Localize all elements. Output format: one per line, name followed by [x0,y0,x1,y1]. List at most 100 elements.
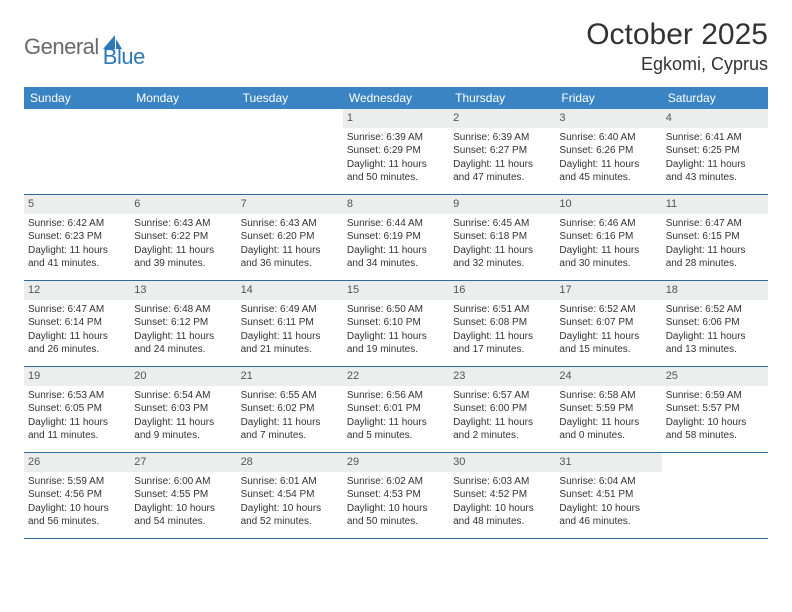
sunrise-text: Sunrise: 6:52 AM [666,303,764,317]
brand-logo: General Blue [24,24,145,70]
calendar-day: 24Sunrise: 6:58 AMSunset: 5:59 PMDayligh… [555,367,661,452]
daylight-text: Daylight: 11 hours and 41 minutes. [28,244,126,271]
day-number: 24 [555,367,661,386]
daylight-text: Daylight: 11 hours and 17 minutes. [453,330,551,357]
weekday-label: Sunday [24,91,130,105]
sunset-text: Sunset: 6:12 PM [134,316,232,330]
sunset-text: Sunset: 6:26 PM [559,144,657,158]
calendar-day: 1Sunrise: 6:39 AMSunset: 6:29 PMDaylight… [343,109,449,194]
calendar-body: 1Sunrise: 6:39 AMSunset: 6:29 PMDaylight… [24,109,768,539]
sunrise-text: Sunrise: 6:58 AM [559,389,657,403]
day-number: 11 [662,195,768,214]
sunset-text: Sunset: 6:00 PM [453,402,551,416]
sunrise-text: Sunrise: 6:00 AM [134,475,232,489]
sunset-text: Sunset: 6:01 PM [347,402,445,416]
weekday-label: Thursday [449,91,555,105]
sunset-text: Sunset: 6:27 PM [453,144,551,158]
sunset-text: Sunset: 6:23 PM [28,230,126,244]
sunset-text: Sunset: 6:03 PM [134,402,232,416]
daylight-text: Daylight: 11 hours and 7 minutes. [241,416,339,443]
sunrise-text: Sunrise: 6:51 AM [453,303,551,317]
daylight-text: Daylight: 11 hours and 32 minutes. [453,244,551,271]
sunrise-text: Sunrise: 6:43 AM [134,217,232,231]
calendar-day: 29Sunrise: 6:02 AMSunset: 4:53 PMDayligh… [343,453,449,538]
sunrise-text: Sunrise: 6:41 AM [666,131,764,145]
daylight-text: Daylight: 11 hours and 39 minutes. [134,244,232,271]
weekday-label: Friday [555,91,661,105]
sunrise-text: Sunrise: 6:48 AM [134,303,232,317]
day-number: 23 [449,367,555,386]
calendar-week: 1Sunrise: 6:39 AMSunset: 6:29 PMDaylight… [24,109,768,195]
day-number: 22 [343,367,449,386]
day-number: 6 [130,195,236,214]
day-number: 14 [237,281,343,300]
location: Egkomi, Cyprus [586,54,768,75]
sunrise-text: Sunrise: 6:01 AM [241,475,339,489]
daylight-text: Daylight: 11 hours and 21 minutes. [241,330,339,357]
sunrise-text: Sunrise: 6:04 AM [559,475,657,489]
sunset-text: Sunset: 6:07 PM [559,316,657,330]
calendar-day: 11Sunrise: 6:47 AMSunset: 6:15 PMDayligh… [662,195,768,280]
daylight-text: Daylight: 11 hours and 9 minutes. [134,416,232,443]
daylight-text: Daylight: 11 hours and 36 minutes. [241,244,339,271]
daylight-text: Daylight: 11 hours and 24 minutes. [134,330,232,357]
calendar-week: 12Sunrise: 6:47 AMSunset: 6:14 PMDayligh… [24,281,768,367]
calendar-day: 23Sunrise: 6:57 AMSunset: 6:00 PMDayligh… [449,367,555,452]
calendar-day: 28Sunrise: 6:01 AMSunset: 4:54 PMDayligh… [237,453,343,538]
daylight-text: Daylight: 11 hours and 13 minutes. [666,330,764,357]
sunset-text: Sunset: 5:59 PM [559,402,657,416]
daylight-text: Daylight: 10 hours and 50 minutes. [347,502,445,529]
day-number: 26 [24,453,130,472]
calendar-day: 7Sunrise: 6:43 AMSunset: 6:20 PMDaylight… [237,195,343,280]
sunrise-text: Sunrise: 6:44 AM [347,217,445,231]
sunset-text: Sunset: 6:20 PM [241,230,339,244]
day-number: 15 [343,281,449,300]
sunset-text: Sunset: 6:22 PM [134,230,232,244]
daylight-text: Daylight: 11 hours and 43 minutes. [666,158,764,185]
calendar-day: 16Sunrise: 6:51 AMSunset: 6:08 PMDayligh… [449,281,555,366]
sunrise-text: Sunrise: 6:45 AM [453,217,551,231]
weekday-label: Saturday [662,91,768,105]
sunset-text: Sunset: 4:54 PM [241,488,339,502]
calendar-day: 6 Sunrise: 6:43 AMSunset: 6:22 PMDaylight… [130,195,236,280]
calendar-day: 17Sunrise: 6:52 AMSunset: 6:07 PMDayligh… [555,281,661,366]
sunset-text: Sunset: 6:15 PM [666,230,764,244]
sunrise-text: Sunrise: 6:54 AM [134,389,232,403]
day-number: 28 [237,453,343,472]
daylight-text: Daylight: 10 hours and 58 minutes. [666,416,764,443]
day-number: 5 [24,195,130,214]
sunrise-text: Sunrise: 6:39 AM [453,131,551,145]
sunrise-text: Sunrise: 6:47 AM [666,217,764,231]
daylight-text: Daylight: 11 hours and 19 minutes. [347,330,445,357]
sunrise-text: Sunrise: 6:59 AM [666,389,764,403]
sunrise-text: Sunrise: 6:50 AM [347,303,445,317]
daylight-text: Daylight: 10 hours and 54 minutes. [134,502,232,529]
calendar-day: 30Sunrise: 6:03 AMSunset: 4:52 PMDayligh… [449,453,555,538]
day-number: 10 [555,195,661,214]
day-number: 7 [237,195,343,214]
calendar-week: 5Sunrise: 6:42 AMSunset: 6:23 PMDaylight… [24,195,768,281]
sunrise-text: Sunrise: 6:47 AM [28,303,126,317]
sunrise-text: Sunrise: 6:03 AM [453,475,551,489]
sunset-text: Sunset: 6:06 PM [666,316,764,330]
day-number: 20 [130,367,236,386]
daylight-text: Daylight: 11 hours and 15 minutes. [559,330,657,357]
daylight-text: Daylight: 11 hours and 45 minutes. [559,158,657,185]
sunrise-text: Sunrise: 6:53 AM [28,389,126,403]
day-number: 12 [24,281,130,300]
calendar-day: 21Sunrise: 6:55 AMSunset: 6:02 PMDayligh… [237,367,343,452]
day-number: 30 [449,453,555,472]
day-number: 4 [662,109,768,128]
day-number: 8 [343,195,449,214]
sunset-text: Sunset: 4:56 PM [28,488,126,502]
daylight-text: Daylight: 10 hours and 48 minutes. [453,502,551,529]
calendar-day: 14Sunrise: 6:49 AMSunset: 6:11 PMDayligh… [237,281,343,366]
sunset-text: Sunset: 6:18 PM [453,230,551,244]
day-number: 3 [555,109,661,128]
calendar-day: 25Sunrise: 6:59 AMSunset: 5:57 PMDayligh… [662,367,768,452]
calendar-day: 13Sunrise: 6:48 AMSunset: 6:12 PMDayligh… [130,281,236,366]
sunrise-text: Sunrise: 6:46 AM [559,217,657,231]
day-number: 2 [449,109,555,128]
sunset-text: Sunset: 4:55 PM [134,488,232,502]
sunrise-text: Sunrise: 6:52 AM [559,303,657,317]
